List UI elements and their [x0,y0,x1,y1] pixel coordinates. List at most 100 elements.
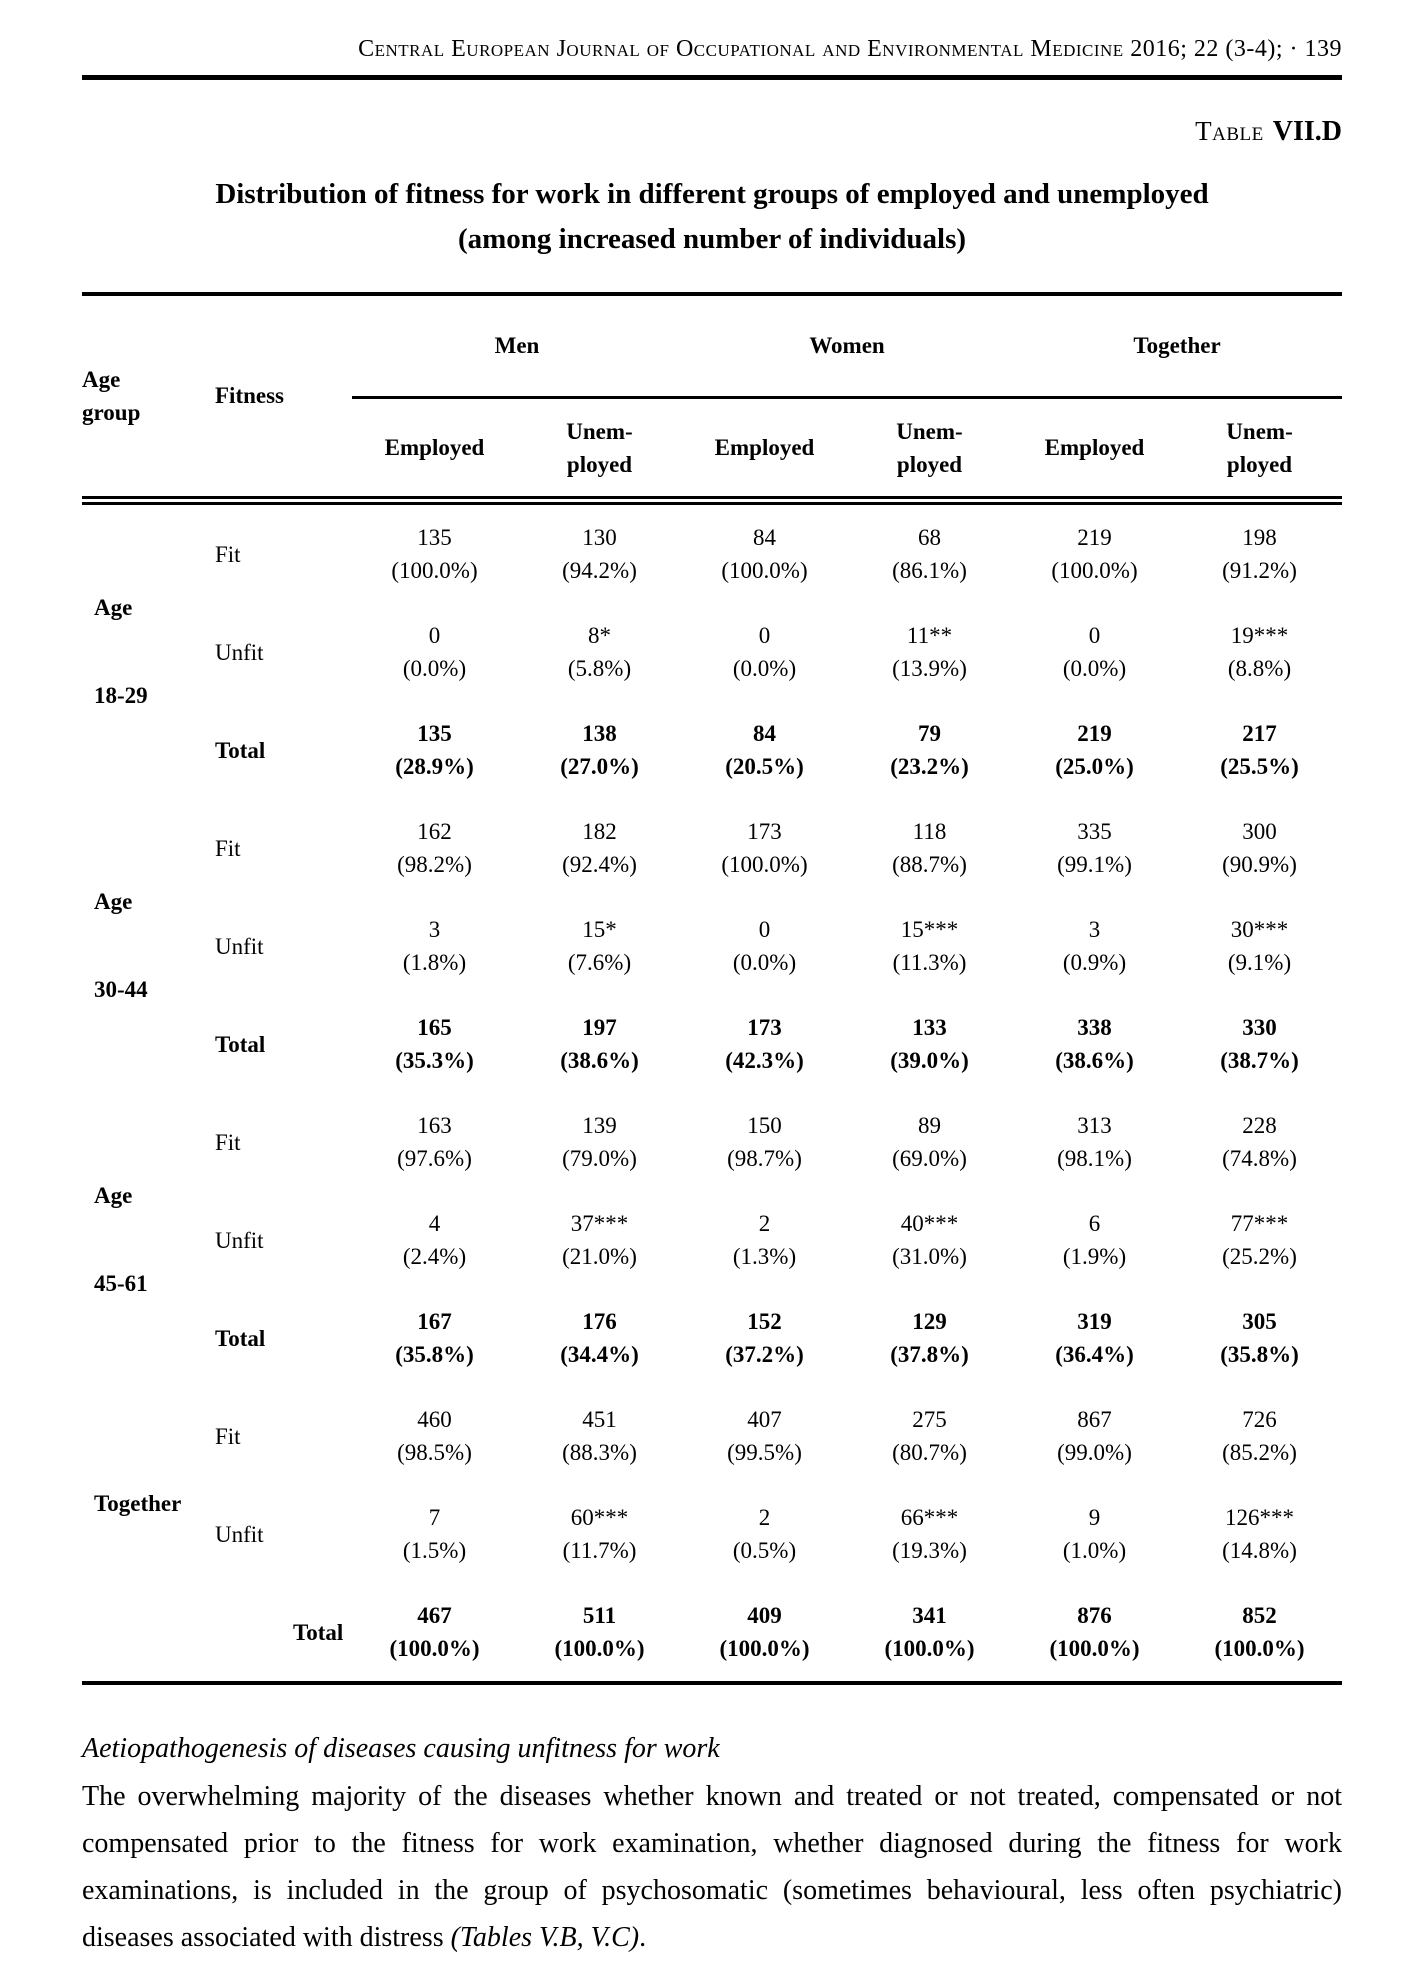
age-label-bottom: 45-61 [94,1271,148,1296]
data-cell: 173 (42.3%) [682,995,847,1093]
count-value: 79 [918,721,941,746]
percent-value: (8.8%) [1227,656,1292,681]
table-label: Table VII.D [82,116,1342,148]
percent-value: (91.2%) [1222,558,1297,583]
count-value: 300 [1242,819,1277,844]
percent-value: (86.1%) [892,558,967,583]
percent-value: (35.3%) [395,1048,474,1073]
count-value: 129 [912,1309,947,1334]
age-group-cell: Age 18-29 [82,501,215,800]
count-value: 3 [428,917,441,942]
count-value: 3 [1088,917,1101,942]
count-value: 852 [1242,1603,1277,1628]
count-value: 84 [753,721,776,746]
percent-value: (74.8%) [1222,1146,1297,1171]
percent-value: (100.0%) [389,1636,480,1661]
percent-value: (69.0%) [892,1146,967,1171]
percent-value: (100.0%) [1214,1636,1305,1661]
percent-value: (11.7%) [562,1538,637,1563]
count-value: 163 [417,1113,452,1138]
fitness-row-label: Total [215,1031,266,1057]
data-cell: 15*** (11.3%) [847,897,1012,995]
percent-value: (100.0%) [719,1636,810,1661]
count-value: 84 [753,525,776,550]
data-cell: 726 (85.2%) [1177,1387,1342,1485]
age-label-top: Age [94,595,133,620]
data-cell: 460 (98.5%) [352,1387,517,1485]
percent-value: (88.3%) [562,1440,637,1465]
count-value: 197 [582,1015,617,1040]
table-body: Age 18-29 Fit 135 (100.0%) 130 (94.2%) 84 (100.0… [82,501,1342,1684]
data-cell: 84 (100.0%) [682,501,847,604]
age-group-cell: Age 30-44 [82,799,215,1093]
title-line-2: (among increased number of individuals) [457,223,967,255]
table-row: Total 467 (100.0%) 511 (100.0%) 409 (100.0%) 34… [82,1583,1342,1683]
count-value: 305 [1242,1309,1277,1334]
age-group-label: Age 18-29 [82,507,215,797]
percent-value: (99.0%) [1057,1440,1132,1465]
percent-value: (37.2%) [725,1342,804,1367]
percent-value: (5.8%) [567,656,632,681]
count-value: 9 [1088,1505,1101,1530]
percent-value: (0.9%) [1062,950,1127,975]
data-cell: 130 (94.2%) [517,501,682,604]
body-paragraph: The overwhelming majority of the disease… [82,1773,1342,1961]
percent-value: (36.4%) [1055,1342,1134,1367]
table-row: Total 135 (28.9%) 138 (27.0%) 84 (20.5%) 79 (23.… [82,701,1342,799]
data-cell: 319 (36.4%) [1012,1289,1177,1387]
count-value: 40*** [900,1211,959,1236]
data-cell: 150 (98.7%) [682,1093,847,1191]
percent-value: (85.2%) [1222,1440,1297,1465]
age-group-cell: Age 45-61 [82,1093,215,1387]
count-value: 2 [758,1505,771,1530]
percent-value: (99.1%) [1057,852,1132,877]
count-value: 37*** [570,1211,629,1236]
table-row: Age 45-61 Fit 163 (97.6%) 139 (79.0%) 150 (98.7%… [82,1093,1342,1296]
data-cell: 37*** (21.0%) [517,1191,682,1289]
age-group-cell: Together [82,1387,215,1683]
count-value: 2 [758,1211,771,1236]
col-header-together: Together [1012,294,1343,399]
percent-value: (0.5%) [732,1538,797,1563]
count-value: 228 [1242,1113,1277,1138]
count-value: 162 [417,819,452,844]
col-header-men-unemployed: Unem- ployed [517,397,682,505]
col-header-fitness: Fitness [215,294,352,505]
data-cell: 451 (88.3%) [517,1387,682,1485]
count-value: 451 [582,1407,617,1432]
data-cell: 341 (100.0%) [847,1583,1012,1683]
data-cell: 138 (27.0%) [517,701,682,799]
percent-value: (1.8%) [402,950,467,975]
col-header-together-unemployed: Unem- ployed [1177,397,1343,505]
count-value: 198 [1242,525,1277,550]
count-value: 68 [918,525,941,550]
table-row: Unfit 4 (2.4%) 37*** (21.0%) 2 (1.3%) 40*** (31.… [82,1191,1342,1289]
data-cell: 118 (88.7%) [847,799,1012,897]
data-cell: 167 (35.8%) [352,1289,517,1387]
count-value: 19*** [1230,623,1289,648]
title-line-1: Distribution of fitness for work in diff… [215,178,1209,210]
data-cell: 89 (69.0%) [847,1093,1012,1191]
percent-value: (38.6%) [1055,1048,1134,1073]
percent-value: (1.5%) [402,1538,467,1563]
percent-value: (100.0%) [1051,558,1138,583]
table-row: Total 167 (35.8%) 176 (34.4%) 152 (37.2%) 129 (3… [82,1289,1342,1387]
age-label-top: Age [94,889,133,914]
data-cell: 173 (100.0%) [682,799,847,897]
percent-value: (100.0%) [721,558,808,583]
percent-value: (100.0%) [554,1636,645,1661]
data-cell: 338 (38.6%) [1012,995,1177,1093]
count-value: 173 [747,819,782,844]
fitness-row-label: Total [215,737,266,763]
data-cell: 176 (34.4%) [517,1289,682,1387]
data-cell: 198 (91.2%) [1177,501,1342,604]
age-group-label: Together [82,1389,215,1679]
data-cell: 135 (28.9%) [352,701,517,799]
percent-value: (25.0%) [1055,754,1134,779]
percent-value: (92.4%) [562,852,637,877]
data-cell: 0 (0.0%) [682,603,847,701]
count-value: 167 [417,1309,452,1334]
count-value: 30*** [1230,917,1289,942]
data-cell: 11** (13.9%) [847,603,1012,701]
percent-value: (42.3%) [725,1048,804,1073]
